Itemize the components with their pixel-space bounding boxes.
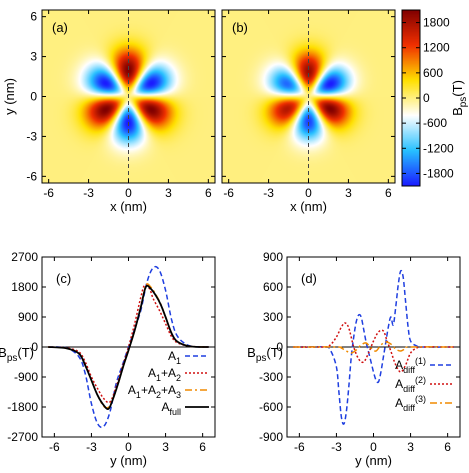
legend-entry: Adiff(2) [395, 375, 426, 394]
panel-label: (b) [232, 20, 248, 35]
x-axis-label: y (nm) [110, 453, 147, 468]
y-tick-label: -900 [14, 370, 38, 384]
colorbar-tick-label: 1200 [423, 41, 450, 55]
x-tick-label: -3 [83, 186, 94, 200]
x-tick-label: -6 [49, 440, 60, 454]
x-tick-label: -3 [331, 440, 342, 454]
y-axis-label: y (nm) [2, 78, 17, 115]
y-tick-label: 1800 [11, 280, 38, 294]
x-tick-label: 6 [205, 186, 212, 200]
y-tick-label: 900 [18, 310, 38, 324]
x-tick-label: 3 [345, 186, 352, 200]
x-axis-label: y (nm) [355, 453, 392, 468]
series-line-adiff-1- [293, 269, 454, 425]
y-tick-label: -300 [259, 370, 283, 384]
line-panel-d: -6 -3 0 3 6 900 600 300 0 -300 -600 -900 (d) y (nm) Bp… [247, 250, 461, 468]
colorbar-tick-label: 600 [423, 66, 443, 80]
x-tick-label: -3 [86, 440, 97, 454]
y-tick-label: -600 [259, 400, 283, 414]
y-axis-label: Bps(T) [247, 345, 283, 364]
colorbar-tick-label: -1800 [423, 166, 454, 180]
x-tick-label: -6 [294, 440, 305, 454]
x-tick-label: 6 [444, 440, 451, 454]
x-tick-label: 3 [407, 440, 414, 454]
x-axis-label: x (nm) [110, 199, 147, 214]
x-tick-label: 0 [370, 440, 377, 454]
y-tick-label: 0 [31, 340, 38, 354]
x-tick-label: 0 [305, 186, 312, 200]
x-tick-label: 0 [125, 440, 132, 454]
series-line-adiff-3- [293, 341, 454, 354]
x-axis-label: x (nm) [290, 199, 327, 214]
y-tick-label: -2700 [7, 430, 38, 444]
series-line-a1 [48, 265, 209, 429]
y-tick-label: -3 [26, 129, 37, 143]
colorbar-tick-label: 0 [423, 91, 430, 105]
legend-entry: Adiff(3) [395, 394, 426, 413]
colorbar-gradient [402, 10, 420, 186]
legend: Adiff(1)Adiff(2)Adiff(3) [395, 356, 454, 413]
legend-entry: A1+A2 [148, 366, 181, 383]
panel-label: (d) [301, 271, 317, 286]
heatmap-panel-b: -6 -3 0 3 6 (b) x (nm) [221, 9, 396, 214]
y-tick-label: 2700 [11, 250, 38, 264]
y-tick-label: -1800 [7, 400, 38, 414]
panel-label: (c) [56, 271, 71, 286]
legend-entry: A1 [168, 349, 181, 366]
x-tick-label: 6 [385, 186, 392, 200]
x-tick-label: 3 [165, 186, 172, 200]
x-tick-label: 0 [125, 186, 132, 200]
y-tick-label: 0 [30, 90, 37, 104]
panel-label: (a) [52, 20, 68, 35]
colorbar: 1800 1200 600 0 -600 -1200 -1800 Bps(T) [401, 9, 469, 187]
y-tick-label: 300 [263, 310, 283, 324]
x-tick-label: 3 [162, 440, 169, 454]
series-line-afull [48, 284, 209, 410]
y-tick-label: 600 [263, 280, 283, 294]
line-panel-c: -6 -3 0 3 6 2700 1800 900 0 -900 -1800 -2700 (c) y (n… [0, 250, 216, 468]
x-tick-label: 6 [199, 440, 206, 454]
y-tick-label: 3 [30, 50, 37, 64]
colorbar-label: Bps(T) [450, 80, 469, 116]
y-tick-label: 900 [263, 250, 283, 264]
legend-entry: Adiff(1) [395, 356, 426, 375]
colorbar-tick-label: -600 [423, 116, 447, 130]
y-tick-label: 0 [276, 340, 283, 354]
series-line-adiff-2- [293, 322, 454, 373]
y-tick-label: -900 [259, 430, 283, 444]
heatmap-panel-a: -6 -3 0 3 6 -6 -3 0 3 6 (a) x (nm) y (nm) [2, 9, 216, 214]
y-tick-label: -6 [26, 169, 37, 183]
legend-entry: Afull [161, 400, 181, 417]
y-tick-label: 6 [30, 10, 37, 24]
colorbar-tick-label: -1200 [423, 141, 454, 155]
x-tick-label: -3 [263, 186, 274, 200]
x-tick-label: -6 [43, 186, 54, 200]
x-tick-label: -6 [223, 186, 234, 200]
legend-entry: A1+A2+A3 [128, 383, 181, 400]
y-axis-label: Bps(T) [0, 345, 34, 364]
colorbar-tick-label: 1800 [423, 16, 450, 30]
